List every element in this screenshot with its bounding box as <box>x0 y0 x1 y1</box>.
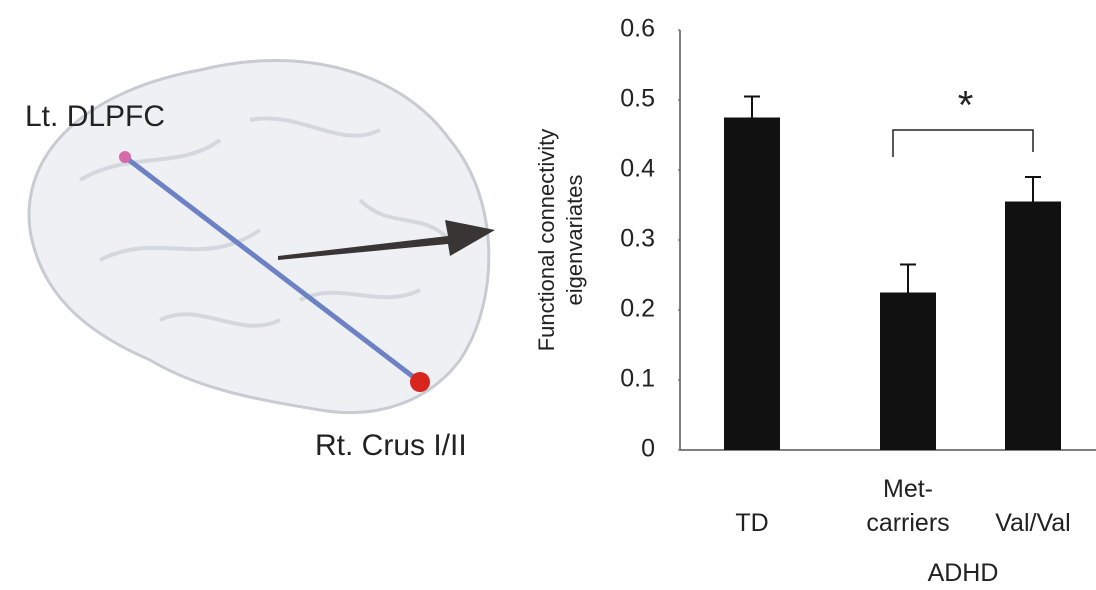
region-label: Lt. DLPFC <box>25 100 165 133</box>
y-tick-label: 0.4 <box>620 155 655 183</box>
crus-dot <box>410 372 430 392</box>
y-tick-label: 0 <box>641 435 655 463</box>
bar <box>880 293 936 451</box>
x-tick-label: Met-carriers <box>863 472 953 540</box>
significance-star: * <box>958 84 974 128</box>
region-label: Rt. Crus I/II <box>315 429 467 462</box>
x-tick-label: TD <box>697 506 807 540</box>
y-tick-label: 0.6 <box>620 15 655 43</box>
y-axis-label: eigenvariates <box>562 175 587 306</box>
figure: Lt. DLPFC Rt. Crus I/II Functional conne… <box>0 0 1096 590</box>
significance-bracket <box>893 130 1033 157</box>
x-tick-label: Val/Val <box>978 506 1088 540</box>
bar <box>1005 202 1061 451</box>
y-tick-label: 0.3 <box>620 225 655 253</box>
dlpfc-dot <box>119 151 131 163</box>
y-tick-label: 0.5 <box>620 85 655 113</box>
y-axis-label: Functional connectivity <box>534 129 559 352</box>
group-label: ADHD <box>908 556 1018 590</box>
bar <box>724 118 780 451</box>
brain: Lt. DLPFC Rt. Crus I/II <box>25 61 495 462</box>
y-tick-label: 0.2 <box>620 295 655 323</box>
y-tick-label: 0.1 <box>620 365 655 393</box>
